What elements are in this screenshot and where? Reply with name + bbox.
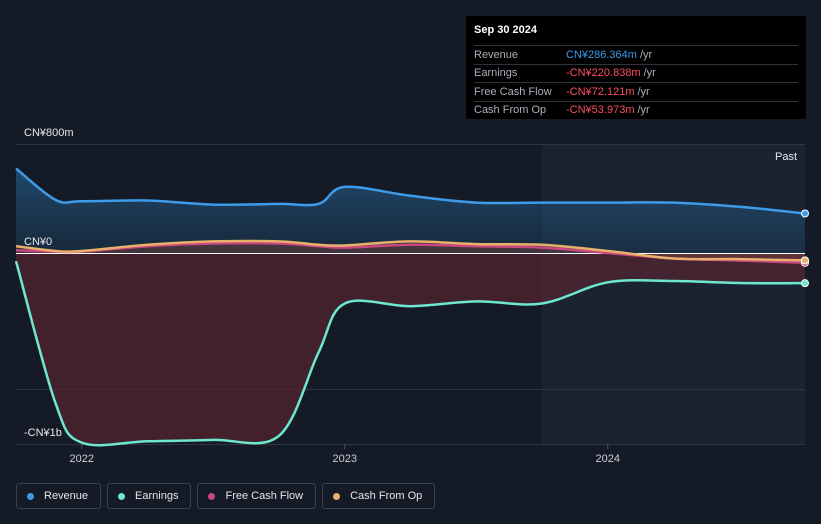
- tooltip-unit: /yr: [639, 48, 653, 61]
- tooltip-row-free-cash-flow: Free Cash Flow -CN¥72.121m /yr: [474, 82, 798, 101]
- y-label-zero: CN¥0: [24, 236, 52, 248]
- tooltip-unit: /yr: [643, 67, 656, 80]
- x-tick-label: 2022: [70, 453, 94, 465]
- legend-label: Free Cash Flow: [225, 490, 304, 502]
- tooltip-value: CN¥286.364m: [566, 48, 637, 61]
- cash-from-op-line: [15, 239, 806, 262]
- earnings-area: [16, 253, 805, 446]
- tooltip-row-earnings: Earnings -CN¥220.838m /yr: [474, 63, 798, 83]
- legend-item-free-cash-flow[interactable]: Free Cash Flow: [197, 483, 317, 509]
- legend-label: Cash From Op: [350, 490, 423, 502]
- tooltip-row-revenue: Revenue CN¥286.364m /yr: [474, 45, 798, 64]
- tooltip-label: Earnings: [474, 67, 518, 80]
- y-label-bottom: -CN¥1b: [24, 427, 62, 439]
- legend-dot-icon: [118, 492, 126, 500]
- x-tick-label: 2024: [596, 453, 620, 465]
- tooltip-label: Cash From Op: [474, 104, 547, 117]
- tooltip-value: -CN¥220.838m: [566, 67, 641, 80]
- legend-item-cash-from-op[interactable]: Cash From Op: [322, 483, 436, 509]
- legend: Revenue Earnings Free Cash Flow Cash Fro…: [16, 483, 436, 511]
- earnings-line: [14, 260, 806, 447]
- tooltip-label: Free Cash Flow: [474, 85, 552, 98]
- past-region: [542, 144, 805, 444]
- tooltip-date: Sep 30 2024: [474, 24, 537, 36]
- legend-item-earnings[interactable]: Earnings: [107, 483, 192, 509]
- legend-label: Revenue: [44, 490, 89, 502]
- tooltip-unit: /yr: [637, 85, 650, 98]
- tooltip: Sep 30 2024 Revenue CN¥286.364m /yr Earn…: [466, 16, 806, 119]
- legend-item-revenue[interactable]: Revenue: [16, 483, 102, 509]
- revenue-line: [15, 167, 806, 215]
- tooltip-row-cash-from-op: Cash From Op -CN¥53.973m /yr: [474, 100, 798, 120]
- cash-from-op-area: [16, 241, 805, 261]
- revenue-endpoint: [801, 209, 809, 218]
- cash-from-op-endpoint: [801, 256, 809, 265]
- revenue-area: [16, 168, 805, 253]
- legend-dot-icon: [208, 492, 216, 500]
- tooltip-label: Revenue: [474, 48, 519, 61]
- tooltip-value: -CN¥53.973m: [566, 104, 635, 117]
- x-tick-label: 2023: [333, 453, 357, 465]
- y-label-top: CN¥800m: [24, 127, 74, 139]
- tooltip-unit: /yr: [637, 104, 650, 117]
- free-cash-flow-area: [16, 243, 805, 263]
- tooltip-value: -CN¥72.121m: [566, 85, 635, 98]
- legend-dot-icon: [27, 492, 34, 500]
- earnings-endpoint: [801, 279, 809, 288]
- legend-label: Earnings: [135, 490, 179, 502]
- legend-dot-icon: [333, 492, 341, 500]
- past-label: Past: [775, 151, 797, 163]
